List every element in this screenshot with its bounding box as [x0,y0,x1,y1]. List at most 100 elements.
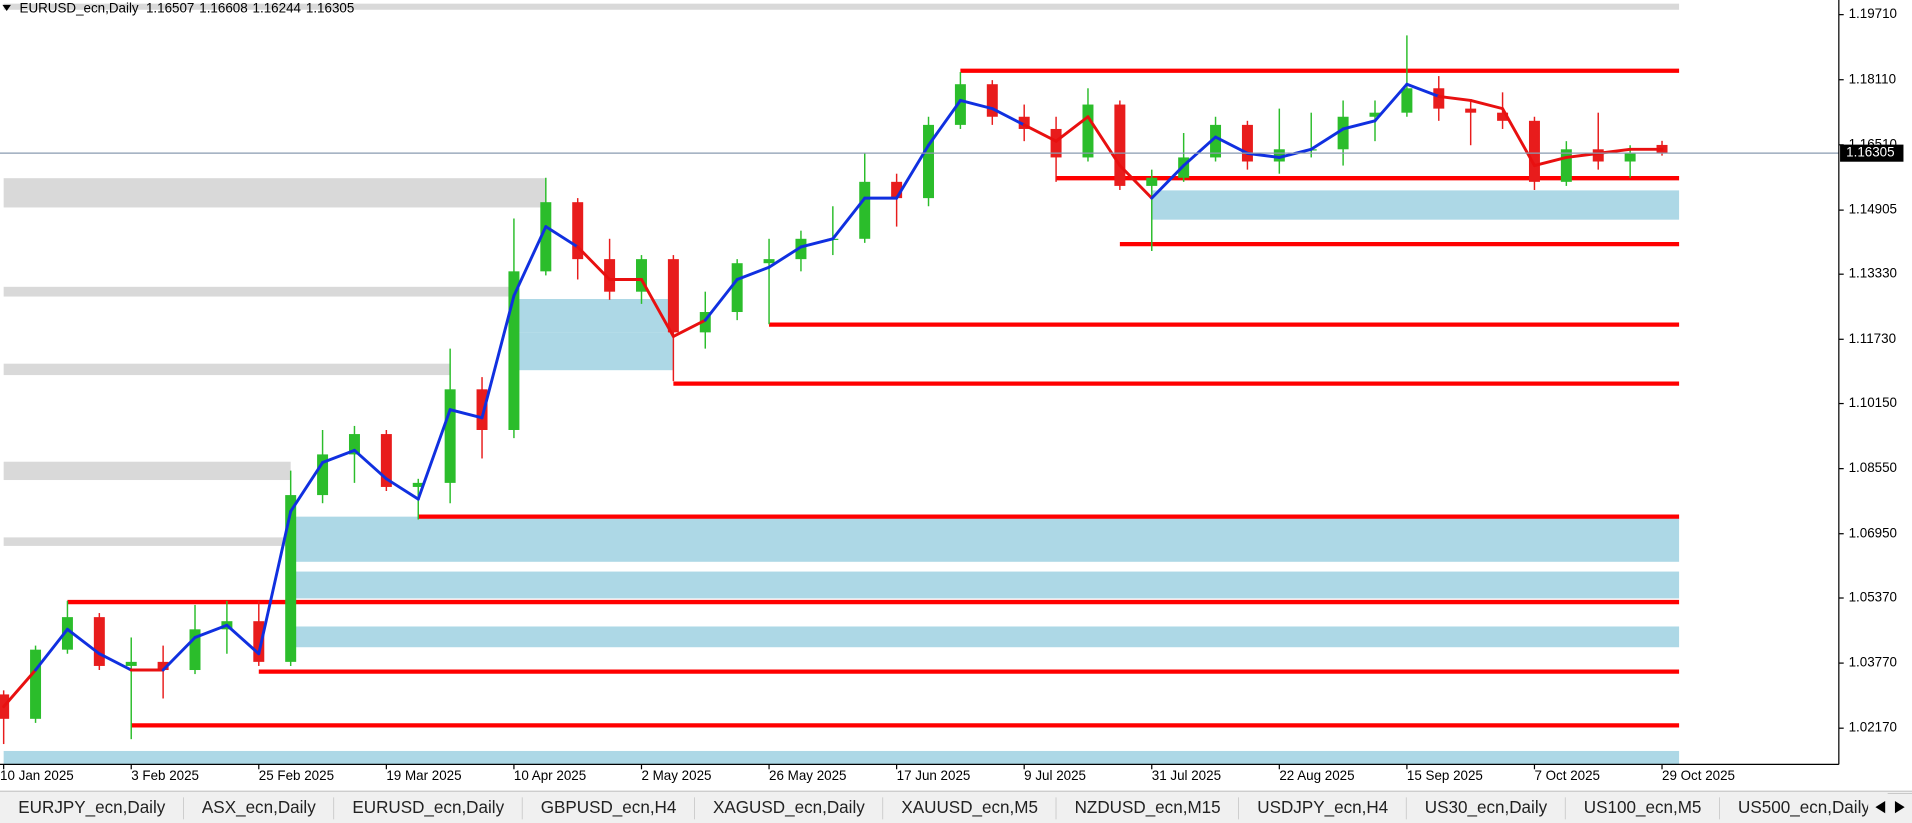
y-tick-label: 1.19710 [1849,6,1897,21]
candle-body [1273,149,1285,162]
candle-body [1146,177,1158,186]
zone [290,626,1680,648]
tab[interactable]: GBPUSD_ecn,H4 [522,793,696,823]
candle-body [540,202,552,272]
tab-label: XAUUSD_ecn,M5 [901,798,1038,817]
candle-body [1401,88,1413,113]
candle-body [859,181,871,239]
zone [3,363,451,376]
tab[interactable]: EURUSD_ecn,Daily [334,793,524,823]
trend-segment [353,448,388,481]
trend-segment [97,652,133,672]
trend-segment [703,278,739,322]
zone [3,286,514,297]
tab[interactable]: USDJPY_ecn,H4 [1238,793,1408,823]
tab-background [1565,793,1720,823]
zone [3,461,291,481]
tab-background [522,793,695,823]
tab-label: XAGUSD_ecn,Daily [713,798,865,817]
y-tick-label: 1.10150 [1849,395,1897,410]
candle-body [348,434,360,455]
tab-background [694,793,884,823]
trend-segment [161,635,197,672]
trend-segment [927,99,962,147]
candle-body [1337,116,1349,150]
tab[interactable]: ASX_ecn,Daily [183,793,335,823]
candle-body [253,621,265,662]
trend-segment [1214,135,1249,155]
tab-background [1238,793,1407,823]
trend-segment [1564,151,1600,159]
tab[interactable]: NZDUSD_ecn,M15 [1056,793,1240,823]
high-price: 1.16608 [199,0,247,15]
zone [1151,190,1680,220]
tab-label: NZDUSD_ecn,M15 [1075,798,1221,817]
candle-body [380,434,392,487]
zone [290,516,1680,562]
tab-background [1719,793,1889,823]
candle-body [1624,153,1636,162]
tab[interactable]: XAGUSD_ecn,Daily [694,793,884,823]
trend-segment [576,245,612,281]
tab-background [883,793,1057,823]
trend-segment [1501,107,1536,168]
tab[interactable]: EURJPY_ecn,Daily [0,793,185,823]
trend-segment [1086,115,1122,168]
chart-menu-arrow[interactable] [2,4,11,11]
candle-body [476,389,488,430]
x-tick-label: 15 Sep 2025 [1407,768,1483,783]
tab-label: US100_ecn,M5 [1584,798,1702,817]
trend-segment [990,107,1026,127]
x-tick-label: 2 May 2025 [641,768,711,783]
x-tick-label: 25 Feb 2025 [259,768,334,783]
tab-label: US30_ecn,Daily [1425,798,1548,817]
candle-body [61,617,73,650]
trend-segment [65,627,101,656]
candle-body [157,661,169,671]
trend-segment [544,225,580,249]
scroll-right[interactable] [1894,801,1905,814]
trend-segment [640,278,675,338]
y-tick-label: 1.05370 [1849,590,1897,605]
scroll-left[interactable] [1875,801,1886,814]
candle-body [30,649,42,719]
tab[interactable]: US30_ecn,Daily [1406,793,1567,823]
tab[interactable]: US100_ecn,M5 [1565,793,1721,823]
candle-body [763,259,775,264]
trend-segment [1469,99,1505,111]
trend-segment [193,623,229,639]
tab-label: ASX_ecn,Daily [202,798,316,817]
x-tick-label: 19 Mar 2025 [386,768,461,783]
candle-body [1592,149,1604,162]
trend-segment [1022,123,1058,143]
candle-body [1082,104,1094,158]
trend-segment [384,477,420,501]
trend-segment [1182,135,1218,168]
trend-segment [2,668,38,709]
tab[interactable]: US500_ecn,Daily [1719,793,1889,823]
symbol-label: EURUSD_ecn,Daily [20,0,139,15]
tab[interactable]: XAUUSD_ecn,M5 [883,793,1057,823]
candle-body [508,271,520,430]
trend-segment [1150,164,1186,200]
candle-body [1560,149,1572,182]
trend-segment [1532,155,1568,168]
zone [513,299,674,333]
candle-body [1497,112,1509,121]
x-tick-label: 31 Jul 2025 [1152,768,1221,783]
trend-segment [1405,82,1441,98]
candle-body [1241,124,1253,162]
trend-segment [1341,119,1377,131]
trend-segment [448,408,484,420]
price-label: 1.16305 [1846,145,1894,160]
tab-label: USDJPY_ecn,H4 [1257,798,1388,817]
trend-segment [735,265,771,281]
candle-body [604,259,616,292]
trend-segment [671,318,707,338]
trend-segment [480,294,516,420]
candle-body [93,617,105,666]
candle-body [317,454,329,496]
y-tick-label: 1.03770 [1849,655,1897,670]
candle-body [1114,104,1126,186]
x-tick-label: 22 Aug 2025 [1279,768,1354,783]
